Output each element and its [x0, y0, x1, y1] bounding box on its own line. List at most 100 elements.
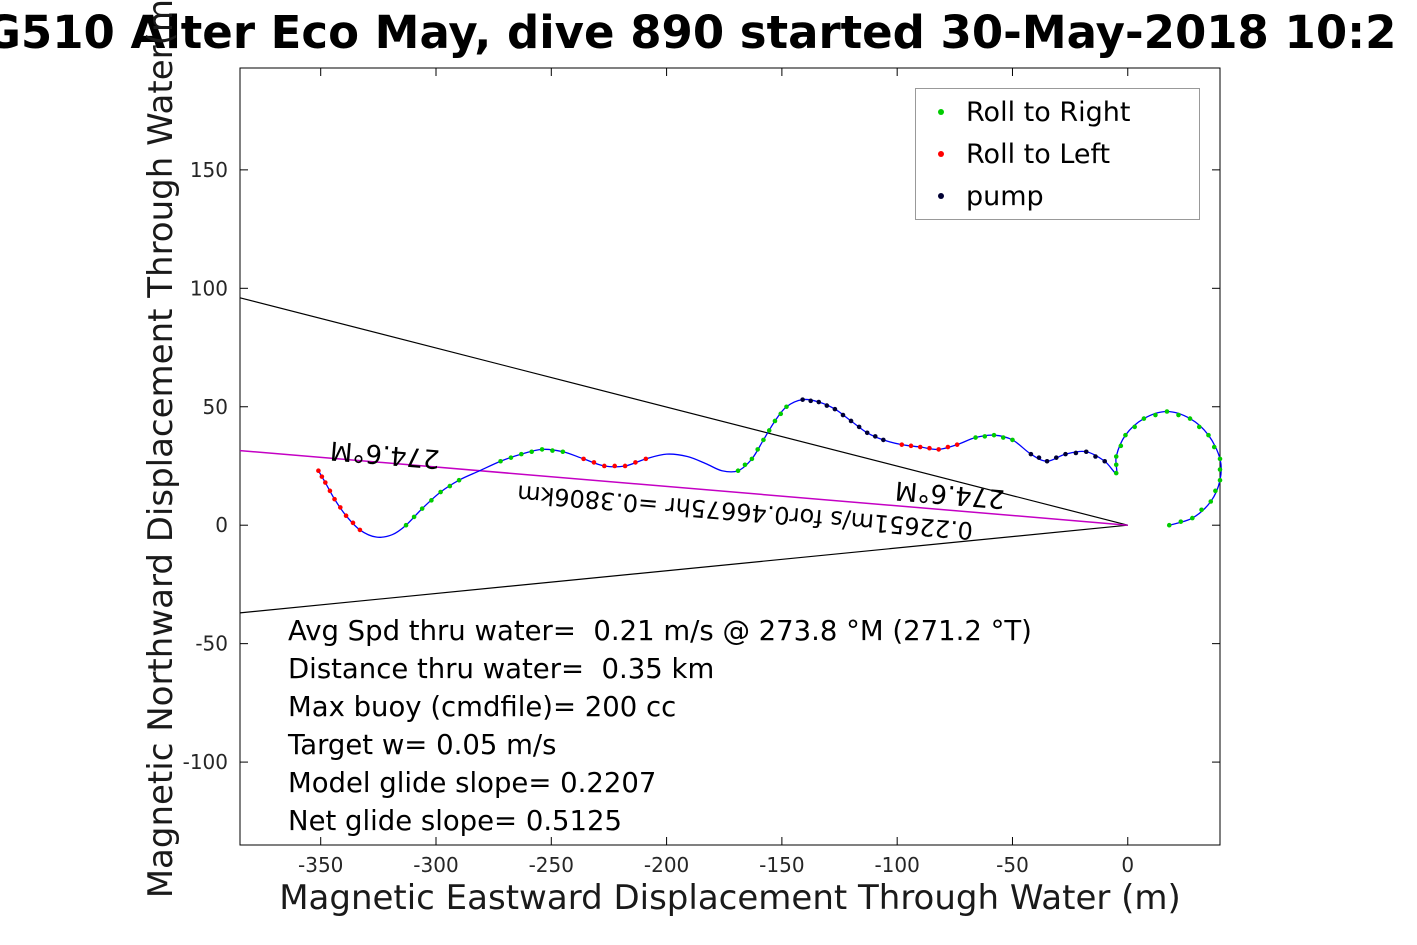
legend-label: Roll to Left	[966, 138, 1111, 170]
x-tick-label: -100	[874, 853, 919, 877]
track-marker	[1036, 455, 1042, 460]
track-marker	[633, 460, 638, 465]
track-marker	[800, 397, 805, 402]
track-marker	[1196, 424, 1202, 430]
info-line: Model glide slope= 0.2207	[288, 767, 657, 799]
track-marker	[784, 404, 789, 410]
track-marker	[991, 432, 997, 438]
track-marker	[357, 527, 363, 533]
x-tick-label: -300	[413, 853, 458, 877]
track-marker	[403, 522, 409, 528]
track-marker	[954, 442, 960, 447]
chart-title: G510 Alter Eco May, dive 890 started 30-…	[0, 6, 1397, 59]
track-marker	[498, 458, 503, 464]
x-axis-label: Magnetic Eastward Displacement Through W…	[279, 878, 1181, 918]
track-marker	[1153, 412, 1158, 418]
track-marker	[982, 434, 988, 439]
track-marker	[872, 434, 878, 439]
track-marker	[350, 520, 356, 526]
info-line: Target w= 0.05 m/s	[288, 729, 557, 761]
track-marker	[550, 448, 555, 453]
info-line: Max buoy (cmdfile)= 200 cc	[288, 691, 677, 723]
track-marker	[539, 447, 545, 452]
track-marker	[1208, 499, 1214, 504]
track-marker	[899, 442, 905, 447]
x-tick-label: -50	[996, 853, 1029, 877]
y-axis-label: Magnetic Northward Displacement Through …	[141, 0, 181, 899]
track-marker	[945, 444, 951, 450]
track-marker	[1028, 451, 1034, 457]
track-marker	[864, 430, 870, 436]
legend-box: Roll to Right Roll to Left pump	[915, 88, 1200, 220]
legend-label: pump	[966, 180, 1044, 212]
track-marker	[735, 468, 741, 474]
track-marker	[1053, 455, 1059, 460]
track-marker	[973, 435, 978, 440]
track-marker	[1073, 450, 1079, 456]
track-marker	[332, 496, 337, 502]
legend-item-roll_right: Roll to Right	[916, 91, 1199, 133]
track-marker	[1102, 458, 1108, 464]
track-marker	[1217, 477, 1223, 483]
track-marker	[1217, 456, 1223, 462]
track-marker	[881, 437, 886, 443]
track-marker	[772, 418, 778, 424]
track-marker	[824, 403, 830, 408]
track-marker	[327, 488, 333, 494]
track-marker	[1083, 449, 1089, 455]
track-marker	[1178, 519, 1184, 524]
info-line: Distance thru water= 0.35 km	[288, 653, 715, 685]
track-marker	[816, 399, 822, 405]
track-marker	[323, 480, 328, 485]
y-tick-label: -50	[195, 632, 228, 656]
track-marker	[1118, 443, 1124, 449]
x-tick-label: -250	[529, 853, 574, 877]
y-tick-label: -100	[183, 750, 228, 774]
annotation-text-block: Avg Spd thru water= 0.21 m/s @ 273.8 °M …	[288, 612, 1032, 840]
track-marker	[1000, 435, 1006, 440]
x-tick-label: -350	[298, 853, 343, 877]
track-marker	[1141, 416, 1147, 421]
track-marker	[1187, 416, 1193, 421]
bearing-line	[239, 449, 1128, 526]
track-marker	[447, 483, 453, 489]
track-marker	[832, 406, 838, 412]
track-marker	[1213, 488, 1218, 494]
roll_right-marker-icon	[916, 109, 966, 115]
track-marker	[612, 463, 618, 469]
y-tick-label: 100	[190, 276, 228, 300]
track-marker	[808, 398, 814, 404]
track-marker	[438, 489, 443, 495]
track-marker	[908, 443, 914, 449]
wedge-line	[239, 297, 1128, 526]
track-marker	[1166, 522, 1172, 528]
track-marker	[749, 456, 755, 462]
track-marker	[338, 505, 343, 510]
y-tick-label: 50	[203, 395, 228, 419]
track-marker	[936, 447, 941, 452]
y-tick-label: 150	[190, 158, 228, 182]
roll_left-marker-icon	[916, 151, 966, 157]
track-marker	[411, 514, 417, 520]
track-marker	[1164, 409, 1170, 414]
track-marker	[1211, 444, 1217, 450]
track-marker	[1206, 432, 1211, 438]
track-marker	[643, 456, 649, 462]
track-marker	[1113, 470, 1119, 476]
info-line: Avg Spd thru water= 0.21 m/s @ 273.8 °M …	[288, 615, 1032, 647]
track-marker	[319, 474, 325, 479]
track-marker	[622, 463, 628, 469]
track-marker	[519, 451, 524, 457]
track-marker	[917, 444, 923, 450]
track-marker	[1123, 432, 1128, 438]
wedge-line	[239, 524, 1128, 614]
track-marker	[560, 449, 566, 455]
track-marker	[602, 463, 607, 469]
track-marker	[761, 437, 766, 443]
track-marker	[429, 498, 434, 503]
y-tick-label: 0	[215, 513, 228, 537]
track-marker	[1190, 515, 1195, 521]
track-marker	[1132, 424, 1137, 430]
